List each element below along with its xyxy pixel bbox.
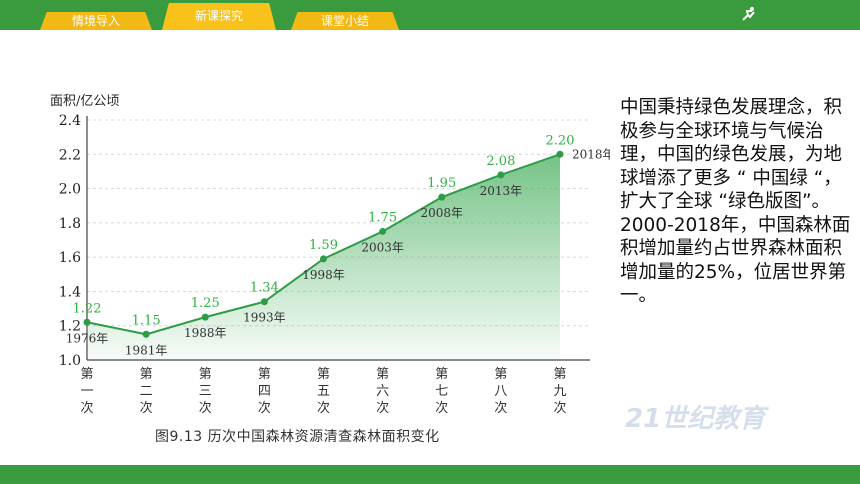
data-value-label: 1.25 bbox=[191, 296, 220, 311]
x-tick-label: 一 bbox=[80, 384, 93, 399]
chart-caption: 图9.13 历次中国森林资源清查森林面积变化 bbox=[155, 429, 440, 445]
tab-scenario-intro[interactable]: 情境导入 bbox=[40, 12, 152, 30]
data-value-label: 1.75 bbox=[368, 210, 397, 225]
data-year-label: 1993年 bbox=[243, 311, 286, 325]
x-tick-label: 次 bbox=[140, 400, 153, 416]
description-paragraph-1: 中国秉持绿色发展理念，积极参与全球环境与气候治理，中国的绿色发展，为地球增添了更… bbox=[620, 97, 843, 212]
y-tick-label: 2.4 bbox=[59, 113, 81, 129]
tab-summary[interactable]: 课堂小结 bbox=[291, 12, 399, 30]
x-tick-label: 第 bbox=[494, 367, 507, 382]
x-tick-label: 第 bbox=[140, 367, 153, 382]
bottom-bar bbox=[0, 465, 860, 484]
series-area bbox=[87, 154, 560, 360]
x-tick-label: 七 bbox=[435, 384, 448, 399]
data-point bbox=[438, 193, 446, 201]
x-tick-label: 六 bbox=[376, 384, 389, 399]
data-point bbox=[260, 298, 268, 306]
data-value-label: 2.08 bbox=[486, 154, 515, 169]
data-value-label: 1.22 bbox=[73, 301, 102, 316]
data-point bbox=[497, 171, 505, 179]
x-tick-label: 次 bbox=[258, 400, 271, 416]
y-tick-label: 1.0 bbox=[59, 353, 81, 369]
y-tick-label: 1.4 bbox=[59, 284, 81, 300]
x-tick-label: 第 bbox=[376, 367, 389, 382]
brand-logo bbox=[740, 4, 850, 26]
data-year-label: 1998年 bbox=[302, 268, 345, 282]
data-point bbox=[379, 227, 387, 235]
x-tick-label: 次 bbox=[317, 400, 330, 416]
data-year-label: 1981年 bbox=[125, 343, 168, 357]
data-point bbox=[142, 330, 150, 338]
x-tick-label: 第 bbox=[553, 367, 566, 382]
data-point bbox=[201, 313, 209, 321]
y-tick-label: 1.6 bbox=[59, 250, 81, 266]
x-tick-label: 二 bbox=[140, 384, 153, 399]
data-value-label: 2.20 bbox=[546, 133, 575, 148]
runner-icon bbox=[742, 7, 755, 21]
x-tick-label: 五 bbox=[317, 384, 330, 399]
x-tick-label: 次 bbox=[553, 400, 566, 416]
x-tick-label: 第 bbox=[258, 367, 271, 382]
x-tick-label: 第 bbox=[199, 367, 212, 382]
y-tick-label: 2.2 bbox=[59, 147, 81, 163]
x-tick-label: 次 bbox=[376, 400, 389, 416]
x-tick-label: 第 bbox=[435, 367, 448, 382]
forest-area-chart: 1.01.21.41.61.82.02.22.41.221976年第一次1.15… bbox=[59, 113, 610, 416]
data-year-label: 1988年 bbox=[184, 326, 227, 340]
data-point bbox=[556, 150, 564, 158]
chart-ylabel: 面积/亿公顷 bbox=[50, 94, 120, 109]
data-year-label: 1976年 bbox=[66, 331, 109, 345]
x-tick-label: 次 bbox=[199, 400, 212, 416]
watermark-logo: 21世纪教育 bbox=[625, 404, 766, 434]
data-value-label: 1.15 bbox=[132, 313, 161, 328]
data-point bbox=[83, 318, 91, 326]
x-tick-label: 第 bbox=[80, 367, 93, 382]
data-value-label: 1.59 bbox=[309, 238, 338, 253]
data-year-label: 2018年 bbox=[572, 147, 610, 161]
y-tick-label: 1.8 bbox=[59, 216, 81, 232]
x-tick-label: 次 bbox=[435, 400, 448, 416]
x-tick-label: 三 bbox=[199, 384, 212, 399]
description-text: 中国秉持绿色发展理念，积极参与全球环境与气候治理，中国的绿色发展，为地球增添了更… bbox=[620, 96, 852, 308]
x-tick-label: 次 bbox=[80, 400, 93, 416]
description-paragraph-2: 2000-2018年，中国森林面积增加量约占世界森林面积增加量的25%，位居世界… bbox=[620, 214, 851, 307]
x-tick-label: 九 bbox=[553, 384, 566, 399]
data-point bbox=[320, 255, 327, 263]
x-tick-label: 八 bbox=[494, 384, 507, 399]
data-value-label: 1.95 bbox=[427, 176, 456, 191]
data-year-label: 2008年 bbox=[420, 206, 463, 220]
x-tick-label: 第 bbox=[317, 367, 330, 382]
data-value-label: 1.34 bbox=[250, 281, 279, 296]
data-year-label: 2013年 bbox=[480, 184, 523, 198]
y-tick-label: 2.0 bbox=[59, 182, 81, 198]
y-tick-label: 1.2 bbox=[59, 319, 81, 335]
data-year-label: 2003年 bbox=[361, 240, 404, 254]
x-tick-label: 四 bbox=[258, 384, 271, 399]
tab-new-lesson[interactable]: 新课探究 bbox=[162, 3, 276, 30]
x-tick-label: 次 bbox=[494, 400, 507, 416]
